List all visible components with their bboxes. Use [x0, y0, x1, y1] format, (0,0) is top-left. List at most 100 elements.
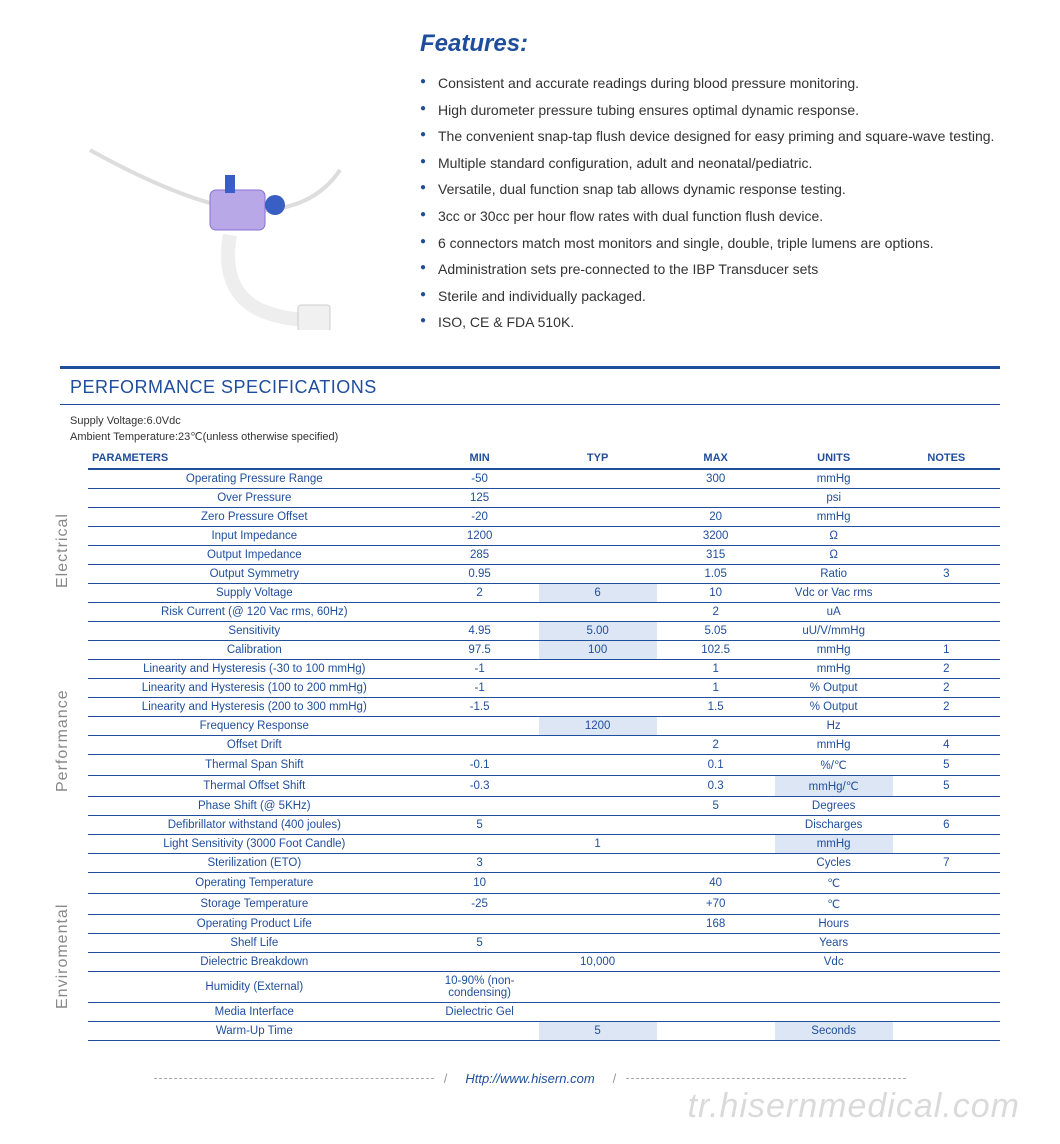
table-row: Sterilization (ETO)3Cycles7	[88, 853, 1000, 872]
cell-notes	[893, 507, 1000, 526]
cell-units: mmHg	[775, 469, 893, 489]
cell-notes: 2	[893, 678, 1000, 697]
table-row: Input Impedance12003200Ω	[88, 526, 1000, 545]
spec-header-row: PARAMETERS MIN TYP MAX UNITS NOTES	[88, 448, 1000, 469]
cell-max: 2	[657, 602, 775, 621]
col-notes: NOTES	[893, 448, 1000, 469]
spec-table-wrap: PARAMETERS MIN TYP MAX UNITS NOTES Opera…	[60, 448, 1000, 1041]
cell-param: Warm-Up Time	[88, 1021, 421, 1040]
cell-typ: 1200	[539, 716, 657, 735]
product-image	[80, 70, 360, 330]
table-row: Offset Drift2mmHg4	[88, 735, 1000, 754]
cell-min: 10	[421, 872, 539, 893]
cell-notes	[893, 526, 1000, 545]
cell-typ: 100	[539, 640, 657, 659]
cell-typ	[539, 507, 657, 526]
cell-min: Dielectric Gel	[421, 1002, 539, 1021]
cell-units: Hz	[775, 716, 893, 735]
cell-max: 3200	[657, 526, 775, 545]
cell-typ	[539, 775, 657, 796]
cell-units: % Output	[775, 678, 893, 697]
cell-min: -1	[421, 678, 539, 697]
spec-meta-line2: Ambient Temperature:23℃(unless otherwise…	[70, 429, 1000, 446]
cell-max: 1.5	[657, 697, 775, 716]
cell-notes	[893, 469, 1000, 489]
cell-units: psi	[775, 488, 893, 507]
cell-min: -0.1	[421, 754, 539, 775]
cell-units: ℃	[775, 872, 893, 893]
cell-min: 2	[421, 583, 539, 602]
cell-notes	[893, 933, 1000, 952]
cell-units: % Output	[775, 697, 893, 716]
cell-notes: 5	[893, 775, 1000, 796]
cell-notes: 3	[893, 564, 1000, 583]
cell-notes	[893, 914, 1000, 933]
spec-meta-line1: Supply Voltage:6.0Vdc	[70, 413, 1000, 430]
table-row: Thermal Offset Shift-0.30.3mmHg/℃5	[88, 775, 1000, 796]
col-units: UNITS	[775, 448, 893, 469]
cell-param: Frequency Response	[88, 716, 421, 735]
cell-max	[657, 488, 775, 507]
feature-item: 6 connectors match most monitors and sin…	[420, 230, 1000, 257]
cell-param: Output Symmetry	[88, 564, 421, 583]
cell-units: uU/V/mmHg	[775, 621, 893, 640]
cell-min	[421, 952, 539, 971]
cell-units: mmHg	[775, 507, 893, 526]
cell-max: 5	[657, 796, 775, 815]
cell-units: Seconds	[775, 1021, 893, 1040]
table-row: Calibration97.5100102.5mmHg1	[88, 640, 1000, 659]
cell-units: Degrees	[775, 796, 893, 815]
cell-param: Offset Drift	[88, 735, 421, 754]
table-row: Risk Current (@ 120 Vac rms, 60Hz)2uA	[88, 602, 1000, 621]
feature-item: Multiple standard configuration, adult a…	[420, 150, 1000, 177]
cell-notes: 7	[893, 853, 1000, 872]
cell-min: -25	[421, 893, 539, 914]
cell-typ	[539, 488, 657, 507]
cell-typ	[539, 933, 657, 952]
cell-units: Vdc or Vac rms	[775, 583, 893, 602]
cell-max: 10	[657, 583, 775, 602]
table-row: Supply Voltage2610Vdc or Vac rms	[88, 583, 1000, 602]
cell-param: Thermal Offset Shift	[88, 775, 421, 796]
cell-units: Years	[775, 933, 893, 952]
cell-notes: 2	[893, 659, 1000, 678]
cell-max: 40	[657, 872, 775, 893]
spec-section: PERFORMANCE SPECIFICATIONS Supply Voltag…	[60, 366, 1000, 1041]
cell-typ	[539, 735, 657, 754]
spec-title: PERFORMANCE SPECIFICATIONS	[60, 371, 1000, 405]
col-parameters: PARAMETERS	[88, 448, 421, 469]
table-row: Operating Product Life168Hours	[88, 914, 1000, 933]
cell-param: Operating Temperature	[88, 872, 421, 893]
cell-param: Storage Temperature	[88, 893, 421, 914]
table-row: Humidity (External)10-90% (non-condensin…	[88, 971, 1000, 1002]
feature-item: Consistent and accurate readings during …	[420, 70, 1000, 97]
cell-max	[657, 815, 775, 834]
cell-max: 102.5	[657, 640, 775, 659]
feature-item: Versatile, dual function snap tab allows…	[420, 176, 1000, 203]
cell-units: Ω	[775, 545, 893, 564]
table-row: Linearity and Hysteresis (-30 to 100 mmH…	[88, 659, 1000, 678]
footer: / Http://www.hisern.com / tr.hisernmedic…	[60, 1071, 1000, 1086]
cell-min: 1200	[421, 526, 539, 545]
cell-min	[421, 735, 539, 754]
cell-typ	[539, 796, 657, 815]
cell-units	[775, 1002, 893, 1021]
cell-typ	[539, 754, 657, 775]
cell-typ: 5.00	[539, 621, 657, 640]
table-row: Over Pressure125psi	[88, 488, 1000, 507]
table-row: Defibrillator withstand (400 joules)5Dis…	[88, 815, 1000, 834]
cell-units: Ratio	[775, 564, 893, 583]
cell-typ	[539, 872, 657, 893]
cell-notes	[893, 1021, 1000, 1040]
cell-max	[657, 716, 775, 735]
cell-typ	[539, 1002, 657, 1021]
cell-notes: 2	[893, 697, 1000, 716]
cell-param: Defibrillator withstand (400 joules)	[88, 815, 421, 834]
section-label: Performance	[54, 646, 84, 836]
features-title: Features:	[420, 30, 1000, 58]
cell-min	[421, 834, 539, 853]
cell-max: 1.05	[657, 564, 775, 583]
cell-typ	[539, 678, 657, 697]
cell-max: 1	[657, 678, 775, 697]
cell-notes: 5	[893, 754, 1000, 775]
